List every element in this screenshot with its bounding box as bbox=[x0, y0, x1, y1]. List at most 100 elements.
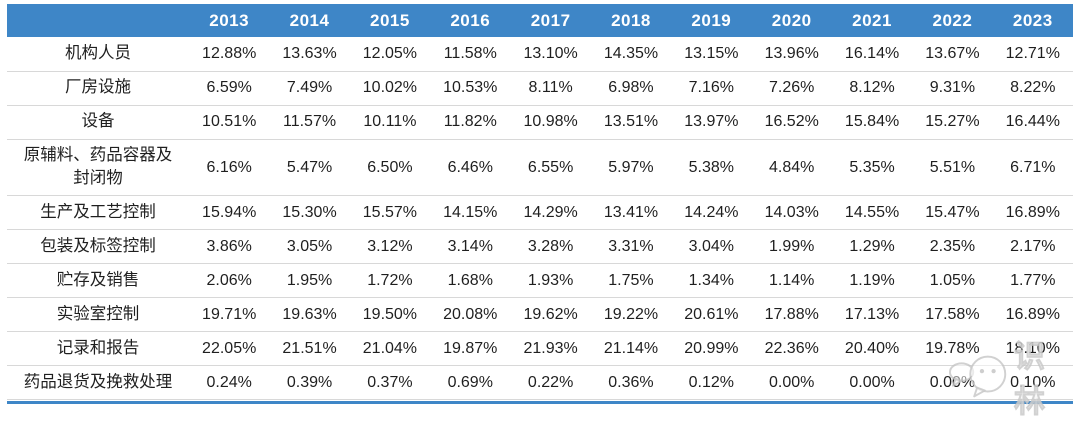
value-cell-2017: 6.55% bbox=[510, 139, 591, 197]
value-cell-2016: 19.87% bbox=[430, 331, 511, 367]
value-cell-2022: 17.58% bbox=[912, 297, 993, 333]
value-cell-2023: 16.89% bbox=[992, 297, 1073, 333]
year-header-2013: 2013 bbox=[189, 4, 270, 37]
value-cell-2021: 1.19% bbox=[831, 263, 913, 299]
value-cell-2016: 14.15% bbox=[430, 195, 511, 231]
value-cell-2022: 13.67% bbox=[912, 37, 993, 72]
table-row: 设备 10.51% 11.57% 10.11% 11.82% 10.98% 13.51% 13… bbox=[7, 105, 1073, 140]
value-cell-2020: 13.96% bbox=[751, 37, 832, 72]
row-label: 设备 bbox=[7, 105, 189, 140]
table-row: 药品退货及挽救处理 0.24% 0.39% 0.37% 0.69% 0.22% 0.36% 0… bbox=[7, 365, 1073, 401]
table-row: 机构人员 12.88% 13.63% 12.05% 11.58% 13.10% 14.35%… bbox=[7, 37, 1073, 72]
table-row: 贮存及销售 2.06% 1.95% 1.72% 1.68% 1.93% 1.75% 1.34%… bbox=[7, 263, 1073, 299]
value-cell-2016: 6.46% bbox=[430, 139, 511, 197]
value-cell-2023: 0.10% bbox=[992, 365, 1073, 401]
value-cell-2018: 21.14% bbox=[590, 331, 672, 367]
value-cell-2022: 15.27% bbox=[912, 105, 993, 140]
value-cell-2014: 3.05% bbox=[269, 229, 350, 265]
value-cell-2017: 0.22% bbox=[510, 365, 591, 401]
value-cell-2013: 6.59% bbox=[189, 71, 270, 106]
value-cell-2014: 5.47% bbox=[269, 139, 350, 197]
value-cell-2015: 1.72% bbox=[349, 263, 431, 299]
row-label: 记录和报告 bbox=[7, 331, 189, 367]
value-cell-2014: 7.49% bbox=[269, 71, 350, 106]
year-header-2022: 2022 bbox=[912, 4, 993, 37]
value-cell-2013: 6.16% bbox=[189, 139, 270, 197]
value-cell-2022: 0.00% bbox=[912, 365, 993, 401]
year-header-2018: 2018 bbox=[590, 4, 672, 37]
value-cell-2013: 2.06% bbox=[189, 263, 270, 299]
value-cell-2014: 1.95% bbox=[269, 263, 350, 299]
value-cell-2023: 18.10% bbox=[992, 331, 1073, 367]
value-cell-2018: 0.36% bbox=[590, 365, 672, 401]
value-cell-2015: 10.02% bbox=[349, 71, 431, 106]
value-cell-2017: 21.93% bbox=[510, 331, 591, 367]
value-cell-2023: 8.22% bbox=[992, 71, 1073, 106]
value-cell-2022: 15.47% bbox=[912, 195, 993, 231]
value-cell-2019: 1.34% bbox=[671, 263, 752, 299]
value-cell-2013: 10.51% bbox=[189, 105, 270, 140]
year-header-2017: 2017 bbox=[510, 4, 591, 37]
value-cell-2015: 6.50% bbox=[349, 139, 431, 197]
value-cell-2013: 15.94% bbox=[189, 195, 270, 231]
corner-cell bbox=[7, 4, 189, 37]
table-row: 记录和报告 22.05% 21.51% 21.04% 19.87% 21.93% 21.14… bbox=[7, 331, 1073, 367]
table-row: 厂房设施 6.59% 7.49% 10.02% 10.53% 8.11% 6.98% 7.16… bbox=[7, 71, 1073, 106]
value-cell-2021: 5.35% bbox=[831, 139, 913, 197]
value-cell-2016: 11.58% bbox=[430, 37, 511, 72]
value-cell-2017: 8.11% bbox=[510, 71, 591, 106]
table-bottom-border bbox=[7, 401, 1073, 405]
value-cell-2013: 22.05% bbox=[189, 331, 270, 367]
value-cell-2018: 6.98% bbox=[590, 71, 672, 106]
value-cell-2021: 20.40% bbox=[831, 331, 913, 367]
value-cell-2020: 16.52% bbox=[751, 105, 832, 140]
value-cell-2018: 3.31% bbox=[590, 229, 672, 265]
row-label: 生产及工艺控制 bbox=[7, 195, 189, 231]
value-cell-2014: 0.39% bbox=[269, 365, 350, 401]
value-cell-2017: 19.62% bbox=[510, 297, 591, 333]
value-cell-2016: 3.14% bbox=[430, 229, 511, 265]
row-label: 贮存及销售 bbox=[7, 263, 189, 299]
value-cell-2020: 4.84% bbox=[751, 139, 832, 197]
value-cell-2014: 15.30% bbox=[269, 195, 350, 231]
value-cell-2020: 17.88% bbox=[751, 297, 832, 333]
value-cell-2021: 17.13% bbox=[831, 297, 913, 333]
row-label: 厂房设施 bbox=[7, 71, 189, 106]
value-cell-2018: 13.51% bbox=[590, 105, 672, 140]
row-label: 实验室控制 bbox=[7, 297, 189, 333]
table-row: 生产及工艺控制 15.94% 15.30% 15.57% 14.15% 14.29% 13.… bbox=[7, 195, 1073, 231]
value-cell-2020: 1.14% bbox=[751, 263, 832, 299]
value-cell-2018: 1.75% bbox=[590, 263, 672, 299]
value-cell-2021: 0.00% bbox=[831, 365, 913, 401]
value-cell-2014: 11.57% bbox=[269, 105, 350, 140]
row-label: 包装及标签控制 bbox=[7, 229, 189, 265]
year-header-2015: 2015 bbox=[349, 4, 431, 37]
year-header-2021: 2021 bbox=[831, 4, 913, 37]
value-cell-2013: 19.71% bbox=[189, 297, 270, 333]
value-cell-2017: 1.93% bbox=[510, 263, 591, 299]
value-cell-2017: 14.29% bbox=[510, 195, 591, 231]
value-cell-2018: 13.41% bbox=[590, 195, 672, 231]
row-label: 药品退货及挽救处理 bbox=[7, 365, 189, 401]
value-cell-2015: 15.57% bbox=[349, 195, 431, 231]
value-cell-2018: 5.97% bbox=[590, 139, 672, 197]
table-body: 机构人员 12.88% 13.63% 12.05% 11.58% 13.10% 14.35%… bbox=[7, 37, 1073, 401]
year-header-2023: 2023 bbox=[992, 4, 1073, 37]
value-cell-2014: 13.63% bbox=[269, 37, 350, 72]
value-cell-2017: 13.10% bbox=[510, 37, 591, 72]
value-cell-2019: 13.97% bbox=[671, 105, 752, 140]
value-cell-2016: 20.08% bbox=[430, 297, 511, 333]
value-cell-2019: 20.99% bbox=[671, 331, 752, 367]
value-cell-2022: 1.05% bbox=[912, 263, 993, 299]
value-cell-2014: 21.51% bbox=[269, 331, 350, 367]
header-row: 2013 2014 2015 2016 2017 2018 2019 2020 2021 2022… bbox=[7, 4, 1073, 37]
year-header-2016: 2016 bbox=[430, 4, 511, 37]
value-cell-2023: 6.71% bbox=[992, 139, 1073, 197]
value-cell-2013: 0.24% bbox=[189, 365, 270, 401]
row-label: 原辅料、药品容器及封闭物 bbox=[7, 139, 189, 197]
value-cell-2021: 1.29% bbox=[831, 229, 913, 265]
value-cell-2019: 13.15% bbox=[671, 37, 752, 72]
value-cell-2019: 5.38% bbox=[671, 139, 752, 197]
value-cell-2014: 19.63% bbox=[269, 297, 350, 333]
value-cell-2020: 7.26% bbox=[751, 71, 832, 106]
